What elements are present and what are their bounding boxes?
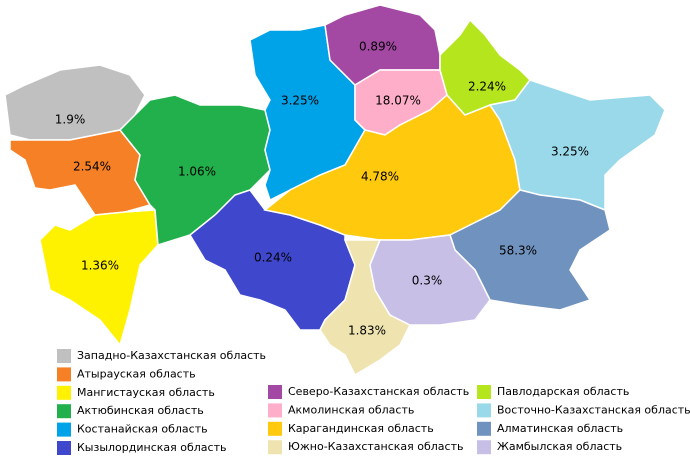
legend-swatch (57, 422, 71, 437)
region-label: 0.24% (254, 251, 292, 265)
legend-label: Мангистауская область (77, 386, 215, 399)
legend-swatch (57, 385, 71, 400)
legend-swatch (477, 403, 491, 418)
legend-label: Южно-Казахстанская область (288, 440, 463, 453)
legend-label: Алматинская область (497, 422, 623, 435)
region-label: 18.07% (375, 94, 421, 108)
legend-label: Кызылординская область (77, 441, 227, 454)
legend-swatch (57, 441, 71, 455)
legend-label: Акмолинская область (288, 403, 414, 416)
region-label: 3.25% (281, 94, 319, 108)
region-label: 0.3% (412, 274, 443, 288)
legend-swatch (268, 440, 282, 455)
region (9, 129, 152, 216)
legend-swatch (477, 440, 491, 455)
legend-label: Атырауская область (77, 367, 196, 380)
legend-label: Жамбылская область (497, 440, 622, 453)
legend-label: Карагандинская область (288, 422, 434, 435)
legend-label: Костанайская область (77, 423, 208, 436)
legend-swatch (57, 349, 71, 363)
region-label: 2.54% (73, 160, 111, 174)
region (39, 209, 159, 347)
region-label: 3.25% (551, 145, 589, 159)
legend-label: Северо-Казахстанская область (288, 385, 469, 398)
region-label: 0.89% (359, 40, 397, 54)
region (488, 79, 666, 212)
legend-swatch (57, 367, 71, 382)
legend-label: Западно-Казахстанская область (77, 349, 266, 362)
legend-label: Восточно-Казахстанская область (497, 403, 690, 416)
legend-swatch (477, 421, 491, 436)
region (369, 234, 491, 326)
legend-swatch (57, 404, 71, 419)
legend-swatch (268, 385, 282, 399)
region-label: 1.36% (81, 259, 119, 273)
region-label: 1.83% (348, 324, 386, 338)
legend-label: Павлодарская область (497, 385, 629, 398)
legend-swatch (268, 421, 282, 436)
legend-label: Актюбинская область (77, 404, 204, 417)
legend-swatch (268, 403, 282, 418)
legend-swatch (477, 385, 491, 399)
region-label: 1.06% (178, 165, 216, 179)
region-label: 2.24% (468, 80, 506, 94)
region-label: 1.9% (55, 113, 86, 127)
region-label: 58.3% (499, 244, 537, 258)
region-label: 4.78% (361, 170, 399, 184)
region (118, 94, 271, 246)
